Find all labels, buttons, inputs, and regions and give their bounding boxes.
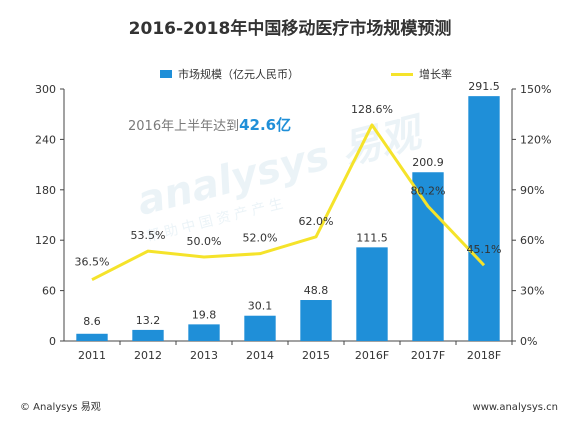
bar-value-label: 48.8 xyxy=(304,284,329,297)
chart-legend: 市场规模（亿元人民币） 增长率 xyxy=(160,66,452,82)
y-right-tick-label: 150% xyxy=(520,83,551,96)
bar xyxy=(356,247,388,341)
bar xyxy=(300,300,332,341)
x-tick-label: 2013 xyxy=(190,349,218,362)
bar-value-label: 291.5 xyxy=(468,80,500,93)
bar xyxy=(244,315,276,341)
growth-value-label: 50.0% xyxy=(187,235,222,248)
bar-value-label: 30.1 xyxy=(248,300,273,313)
growth-value-label: 53.5% xyxy=(131,229,166,242)
bar-value-label: 111.5 xyxy=(356,231,388,244)
y-left-tick-label: 180 xyxy=(35,184,56,197)
growth-value-label: 45.1% xyxy=(467,243,502,256)
bar xyxy=(76,333,108,341)
annotation-value: 42.6亿 xyxy=(239,116,292,134)
footer-website: www.analysys.cn xyxy=(472,402,558,413)
legend-bar-label: 市场规模（亿元人民币） xyxy=(178,68,299,81)
x-tick-label: 2014 xyxy=(246,349,274,362)
growth-value-label: 128.6% xyxy=(351,103,393,116)
bar-value-label: 13.2 xyxy=(136,314,161,327)
bar-value-label: 200.9 xyxy=(412,156,444,169)
growth-value-label: 62.0% xyxy=(299,215,334,228)
x-tick-label: 2018F xyxy=(467,349,501,362)
legend-line-label: 增长率 xyxy=(419,68,452,81)
y-left-tick-label: 60 xyxy=(42,285,56,298)
legend-item-growth-rate: 增长率 xyxy=(391,66,452,82)
growth-value-label: 52.0% xyxy=(243,232,278,245)
chart-annotation: 2016年上半年达到42.6亿 xyxy=(128,114,291,135)
footer-copyright: © Analysys 易观 xyxy=(20,402,101,413)
x-tick-label: 2017F xyxy=(411,349,445,362)
y-right-tick-label: 0% xyxy=(520,335,537,348)
y-right-tick-label: 30% xyxy=(520,285,544,298)
legend-line-swatch xyxy=(391,72,413,76)
y-left-tick-label: 300 xyxy=(35,83,56,96)
x-tick-label: 2011 xyxy=(78,349,106,362)
x-tick-label: 2015 xyxy=(302,349,330,362)
growth-value-label: 36.5% xyxy=(75,256,110,269)
bar xyxy=(412,172,444,341)
legend-bar-swatch xyxy=(160,70,172,78)
y-right-tick-label: 120% xyxy=(520,133,551,146)
bar xyxy=(132,329,164,341)
bar-value-label: 8.6 xyxy=(83,315,101,328)
legend-item-market-size: 市场规模（亿元人民币） xyxy=(160,66,299,82)
x-tick-label: 2012 xyxy=(134,349,162,362)
y-left-tick-label: 120 xyxy=(35,234,56,247)
y-left-tick-label: 240 xyxy=(35,133,56,146)
y-left-tick-label: 0 xyxy=(49,335,56,348)
bar xyxy=(468,96,500,341)
y-right-tick-label: 90% xyxy=(520,184,544,197)
bar xyxy=(188,324,220,341)
growth-line xyxy=(91,123,486,282)
x-tick-label: 2016F xyxy=(355,349,389,362)
chart-title: 2016-2018年中国移动医疗市场规模预测 xyxy=(128,19,452,39)
growth-value-label: 80.2% xyxy=(411,184,446,197)
y-right-tick-label: 60% xyxy=(520,234,544,247)
annotation-prefix: 2016年上半年达到 xyxy=(128,119,240,134)
bar-value-label: 19.8 xyxy=(192,308,217,321)
